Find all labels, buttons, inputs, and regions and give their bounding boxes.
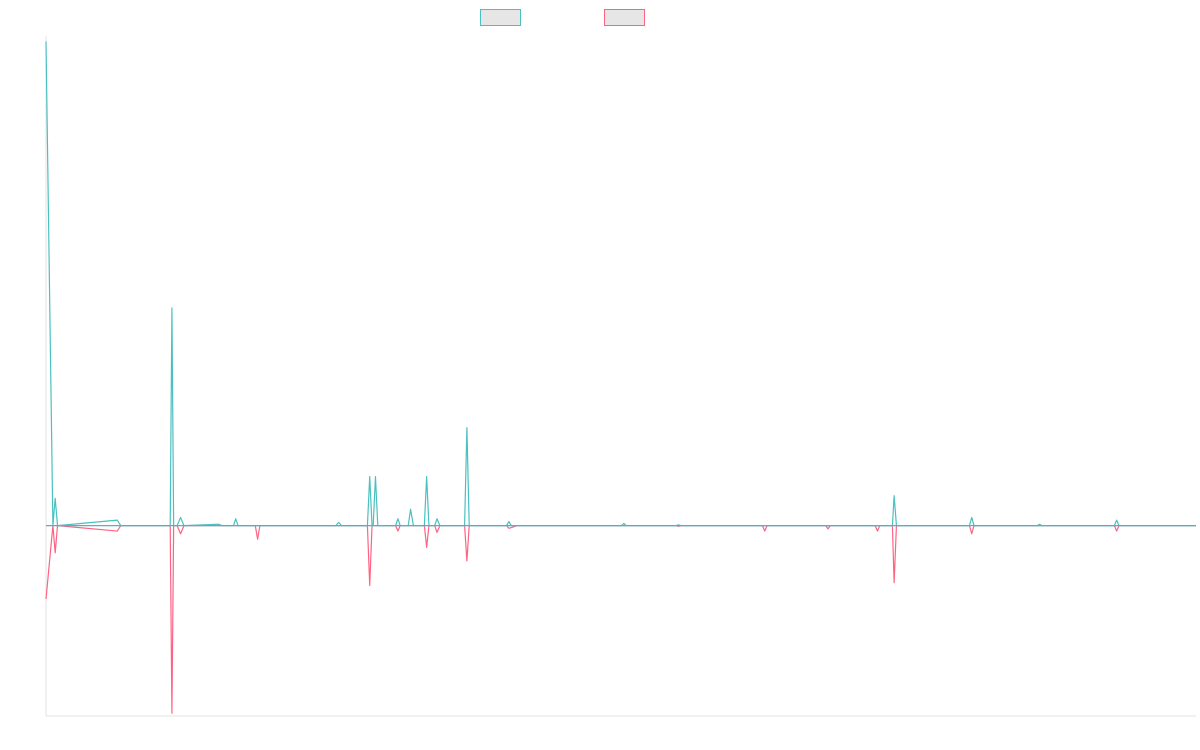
legend	[480, 9, 645, 26]
legend-item-1	[480, 9, 521, 26]
legend-swatch-2	[604, 9, 645, 26]
series-layer	[45, 41, 1196, 714]
legend-swatch-1	[480, 9, 521, 26]
series-2	[45, 524, 1196, 714]
series-line-2	[45, 524, 1196, 714]
legend-item-2	[604, 9, 645, 26]
series-line-1	[45, 41, 1196, 527]
series-1	[45, 41, 1196, 527]
axes	[45, 36, 1196, 717]
